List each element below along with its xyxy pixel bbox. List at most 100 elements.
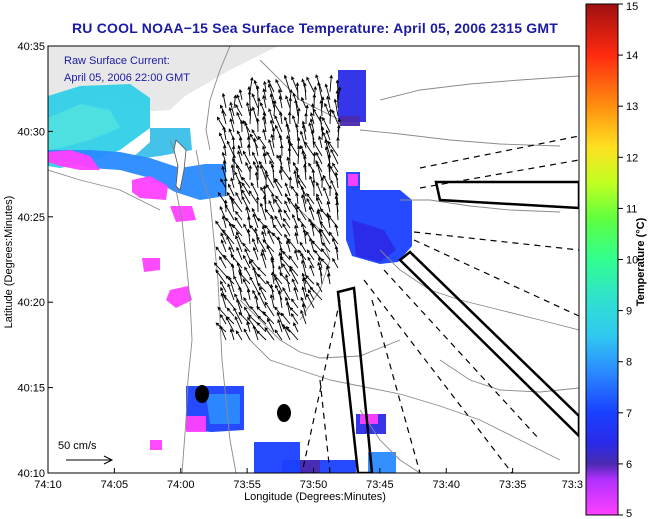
current-vector (320, 176, 324, 189)
current-vector (309, 175, 315, 189)
colorbar-tick-label: 9 (626, 306, 632, 318)
current-vector (318, 135, 323, 149)
y-tick-label: 40:30 (17, 126, 45, 138)
current-vector (287, 111, 292, 125)
current-vector (235, 164, 243, 181)
current-vector (247, 215, 251, 229)
current-vector (252, 151, 259, 165)
current-vector (252, 160, 259, 173)
current-vector (319, 220, 331, 237)
current-vector (274, 276, 283, 293)
current-vector (220, 239, 227, 253)
current-vector (310, 129, 315, 149)
sst-patch (340, 116, 360, 126)
current-vector (256, 163, 260, 181)
current-vector (302, 228, 307, 245)
current-vector (264, 326, 275, 341)
current-vector (283, 209, 291, 221)
current-vector (221, 92, 227, 109)
x-tick-label: 73:35 (499, 479, 527, 491)
current-vector (286, 156, 291, 173)
current-vector (222, 229, 235, 245)
scale-label: 50 cm/s (58, 440, 97, 452)
current-vector (241, 195, 251, 213)
current-vector (217, 306, 227, 317)
current-vector (306, 249, 315, 261)
current-vector (238, 285, 243, 301)
current-vector (335, 79, 340, 93)
current-vector (235, 330, 243, 341)
current-vector (295, 81, 300, 101)
current-vector (230, 253, 243, 269)
current-vector (310, 112, 315, 125)
current-vector (233, 94, 237, 109)
current-vector (267, 83, 275, 101)
current-vector (226, 235, 235, 253)
x-tick-label: 73:45 (366, 479, 394, 491)
current-vector (284, 182, 291, 197)
current-vector (296, 173, 307, 189)
current-vector (243, 297, 251, 309)
colorbar-tick-label: 15 (626, 1, 638, 13)
current-vector (262, 94, 267, 109)
current-vector (241, 182, 251, 197)
current-vector (236, 231, 243, 245)
current-vector (236, 246, 243, 261)
current-vector (311, 240, 323, 253)
current-vector (301, 286, 307, 301)
current-vector (246, 228, 251, 245)
sst-patch (206, 394, 240, 424)
current-vector (259, 286, 267, 301)
current-vector (284, 192, 291, 205)
current-vector (327, 153, 332, 173)
current-vector (235, 103, 243, 117)
current-vector (262, 128, 267, 141)
transect-dashed (301, 299, 341, 473)
current-vector (291, 213, 299, 229)
current-vector (259, 202, 267, 221)
current-vector (322, 116, 331, 133)
current-vector (320, 228, 331, 245)
x-tick-label: 73:40 (432, 479, 460, 491)
x-tick-label: 73:3 (562, 479, 583, 491)
current-vector (294, 202, 299, 221)
current-vector (274, 306, 283, 317)
current-vector (262, 111, 267, 125)
current-vector (213, 262, 227, 277)
current-vector (263, 80, 267, 93)
x-tick-label: 73:50 (300, 479, 328, 491)
current-vector (268, 107, 275, 125)
current-vectors (213, 74, 342, 341)
current-vector (221, 109, 227, 125)
x-axis-label: Longitude (Degrees:Minutes) (244, 491, 386, 503)
transect-outline (336, 286, 374, 473)
current-vector (309, 118, 315, 133)
current-vector (278, 111, 283, 125)
current-vector (235, 210, 243, 221)
contour-line (205, 46, 231, 151)
current-vector (237, 150, 243, 165)
current-vector (306, 192, 315, 205)
current-vector (243, 328, 251, 341)
current-vector (273, 273, 283, 285)
current-vector (300, 185, 307, 205)
current-vector (326, 212, 331, 229)
current-vector (254, 227, 259, 245)
current-vector (304, 112, 308, 125)
current-vector (326, 95, 331, 109)
contour-line (439, 359, 579, 393)
current-vector (271, 192, 275, 205)
current-vector (222, 159, 227, 173)
current-vector (285, 95, 291, 109)
current-vector (285, 122, 291, 141)
current-vector (278, 251, 283, 269)
current-vector (279, 272, 291, 285)
current-vector (222, 144, 227, 157)
current-vector (255, 117, 260, 133)
current-vector (283, 74, 291, 93)
current-vector (287, 146, 292, 165)
current-vector (275, 195, 283, 205)
sst-patch (48, 104, 120, 150)
current-vector (220, 280, 227, 293)
